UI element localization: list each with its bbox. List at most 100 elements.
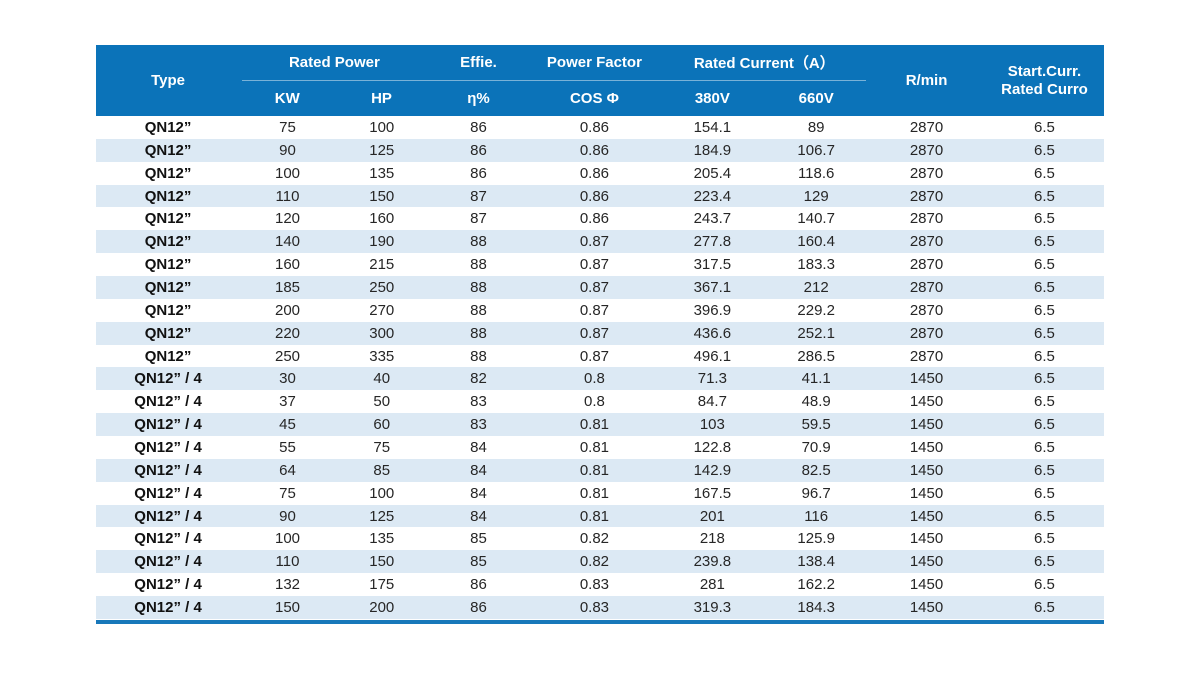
cell-rpm: 2870 [909,187,944,205]
cell-type: QN12” / 4 [134,598,202,616]
table-body: QN12” 75 100 86 0.86 154.1 89 2870 6.5 QN12” 90 125… [96,116,1104,619]
header-effie-label: Effie. [460,54,497,72]
cell-current-660v: 212 [803,278,829,296]
cell-cos-phi: 0.86 [579,164,610,182]
cell-type: QN12” [144,141,192,159]
header-380v-label: 380V [694,89,730,107]
cell-rpm: 1450 [909,598,944,616]
cell-hp: 200 [369,598,395,616]
cell-start-curr-ratio: 6.5 [1034,461,1055,479]
cell-rpm: 1450 [909,530,944,548]
table-row: QN12” 220 300 88 0.87 436.6 252.1 2870 6.5 [96,321,1104,345]
header-start-curr-line2: Rated Curro [1001,80,1088,98]
cell-start-curr-ratio: 6.5 [1034,187,1055,205]
header-col-efficiency: Effie. η% [429,45,529,116]
cell-eta: 84 [470,461,487,479]
cell-current-660v: 183.3 [797,256,835,274]
cell-kw: 90 [279,141,296,159]
cell-type: QN12” [144,256,192,274]
cell-hp: 150 [369,553,395,571]
cell-hp: 125 [369,141,395,159]
cell-current-380v: 205.4 [693,164,732,182]
header-start-curr-line1: Start.Curr. [1007,62,1082,80]
cell-cos-phi: 0.83 [579,598,610,616]
header-divider-line [242,80,867,81]
cell-rpm: 1450 [909,416,944,434]
cell-start-curr-ratio: 6.5 [1034,576,1055,594]
cell-start-curr-ratio: 6.5 [1034,484,1055,502]
cell-current-660v: 125.9 [797,530,835,548]
table-row: QN12” / 4 64 85 84 0.81 142.9 82.5 1450 6.5 [96,458,1104,482]
cell-hp: 335 [369,347,395,365]
header-kw-label: KW [274,89,300,107]
cell-current-380v: 154.1 [693,118,732,136]
cell-cos-phi: 0.81 [579,461,610,479]
cell-eta: 85 [470,530,487,548]
cell-cos-phi: 0.81 [579,484,610,502]
cell-hp: 40 [373,370,391,388]
cell-start-curr-ratio: 6.5 [1034,416,1055,434]
header-start-current-label: Start.Curr. Rated Curro [985,45,1104,116]
cell-start-curr-ratio: 6.5 [1034,324,1055,342]
cell-current-660v: 118.6 [797,164,835,182]
cell-hp: 150 [369,187,395,205]
cell-cos-phi: 0.81 [579,438,610,456]
cell-current-660v: 70.9 [801,438,831,456]
cell-current-660v: 106.7 [797,141,835,159]
cell-eta: 82 [470,370,487,388]
cell-rpm: 2870 [909,118,944,136]
cell-rpm: 2870 [909,324,944,342]
cell-hp: 190 [369,233,395,251]
header-col-rated-power: Rated Power KW HP [240,45,428,116]
table-row: QN12” / 4 90 125 84 0.81 201 116 1450 6.5 [96,504,1104,528]
header-power-factor-label: Power Factor [546,54,642,72]
cell-kw: 132 [275,576,301,594]
header-rated-power-label: Rated Power [288,54,380,72]
cell-current-380v: 239.8 [693,553,732,571]
cell-kw: 150 [275,598,301,616]
cell-current-660v: 48.9 [801,393,831,411]
cell-current-660v: 96.7 [801,484,831,502]
cell-current-380v: 436.6 [693,324,732,342]
cell-current-380v: 167.5 [693,484,732,502]
cell-eta: 88 [470,256,487,274]
cell-cos-phi: 0.87 [579,233,610,251]
cell-kw: 45 [279,416,296,434]
cell-rpm: 2870 [909,278,944,296]
cell-start-curr-ratio: 6.5 [1034,233,1055,251]
cell-eta: 83 [470,416,487,434]
cell-rpm: 2870 [909,210,944,228]
cell-start-curr-ratio: 6.5 [1034,393,1055,411]
cell-current-660v: 116 [804,507,829,525]
cell-rpm: 1450 [909,370,944,388]
cell-type: QN12” [144,210,192,228]
cell-cos-phi: 0.87 [579,347,610,365]
cell-hp: 270 [369,301,395,319]
cell-eta: 84 [470,484,487,502]
cell-rpm: 1450 [909,461,944,479]
cell-hp: 175 [369,576,395,594]
header-effie-subrow: η% [429,81,529,117]
cell-current-380v: 103 [699,416,725,434]
cell-eta: 83 [470,393,487,411]
cell-kw: 100 [275,530,301,548]
cell-cos-phi: 0.87 [579,278,610,296]
table-row: QN12” / 4 75 100 84 0.81 167.5 96.7 1450 6.5 [96,481,1104,505]
cell-type: QN12” / 4 [134,393,202,411]
cell-current-380v: 277.8 [693,233,732,251]
cell-start-curr-ratio: 6.5 [1034,210,1055,228]
table-row: QN12” / 4 110 150 85 0.82 239.8 138.4 1450 6.5 [96,550,1104,574]
cell-hp: 100 [369,118,395,136]
cell-current-660v: 129 [803,187,829,205]
cell-rpm: 1450 [909,438,944,456]
cell-hp: 250 [369,278,395,296]
cell-current-660v: 59.5 [801,416,831,434]
cell-current-380v: 496.1 [693,347,732,365]
cell-kw: 75 [279,118,296,136]
table-row: QN12” 90 125 86 0.86 184.9 106.7 2870 6.5 [96,138,1104,162]
cell-kw: 75 [279,484,296,502]
cell-eta: 88 [470,347,487,365]
table-row: QN12” / 4 45 60 83 0.81 103 59.5 1450 6.5 [96,413,1104,437]
cell-current-380v: 243.7 [693,210,732,228]
header-col-type: Type [96,45,240,116]
